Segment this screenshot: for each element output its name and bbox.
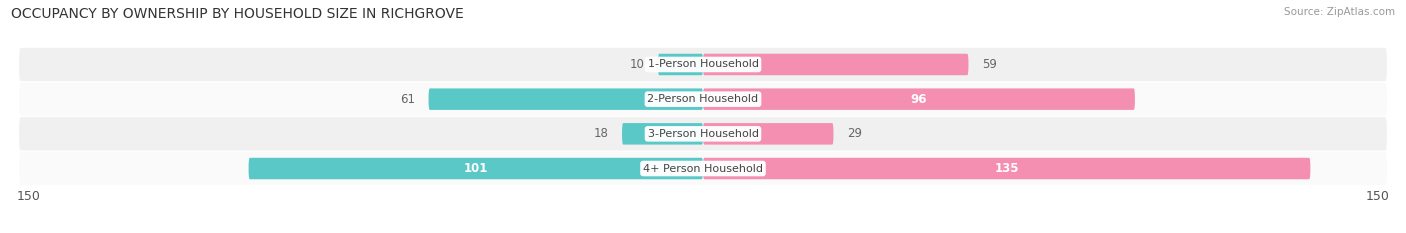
Text: Source: ZipAtlas.com: Source: ZipAtlas.com bbox=[1284, 7, 1395, 17]
FancyBboxPatch shape bbox=[249, 158, 703, 179]
FancyBboxPatch shape bbox=[658, 54, 703, 75]
FancyBboxPatch shape bbox=[20, 152, 1386, 185]
Text: 61: 61 bbox=[401, 93, 415, 106]
FancyBboxPatch shape bbox=[703, 158, 1310, 179]
FancyBboxPatch shape bbox=[703, 88, 1135, 110]
Text: 1-Person Household: 1-Person Household bbox=[648, 59, 758, 69]
Text: 3-Person Household: 3-Person Household bbox=[648, 129, 758, 139]
Text: 10: 10 bbox=[630, 58, 644, 71]
FancyBboxPatch shape bbox=[20, 48, 1386, 81]
Text: OCCUPANCY BY OWNERSHIP BY HOUSEHOLD SIZE IN RICHGROVE: OCCUPANCY BY OWNERSHIP BY HOUSEHOLD SIZE… bbox=[11, 7, 464, 21]
Text: 150: 150 bbox=[17, 190, 39, 203]
Text: 18: 18 bbox=[593, 127, 609, 140]
FancyBboxPatch shape bbox=[429, 88, 703, 110]
Text: 101: 101 bbox=[464, 162, 488, 175]
FancyBboxPatch shape bbox=[20, 82, 1386, 116]
Text: 4+ Person Household: 4+ Person Household bbox=[643, 164, 763, 174]
FancyBboxPatch shape bbox=[703, 123, 834, 145]
Text: 29: 29 bbox=[846, 127, 862, 140]
FancyBboxPatch shape bbox=[703, 54, 969, 75]
Text: 135: 135 bbox=[994, 162, 1019, 175]
Text: 2-Person Household: 2-Person Household bbox=[647, 94, 759, 104]
Text: 96: 96 bbox=[911, 93, 927, 106]
FancyBboxPatch shape bbox=[621, 123, 703, 145]
Text: 59: 59 bbox=[981, 58, 997, 71]
FancyBboxPatch shape bbox=[20, 117, 1386, 151]
Text: 150: 150 bbox=[1367, 190, 1389, 203]
